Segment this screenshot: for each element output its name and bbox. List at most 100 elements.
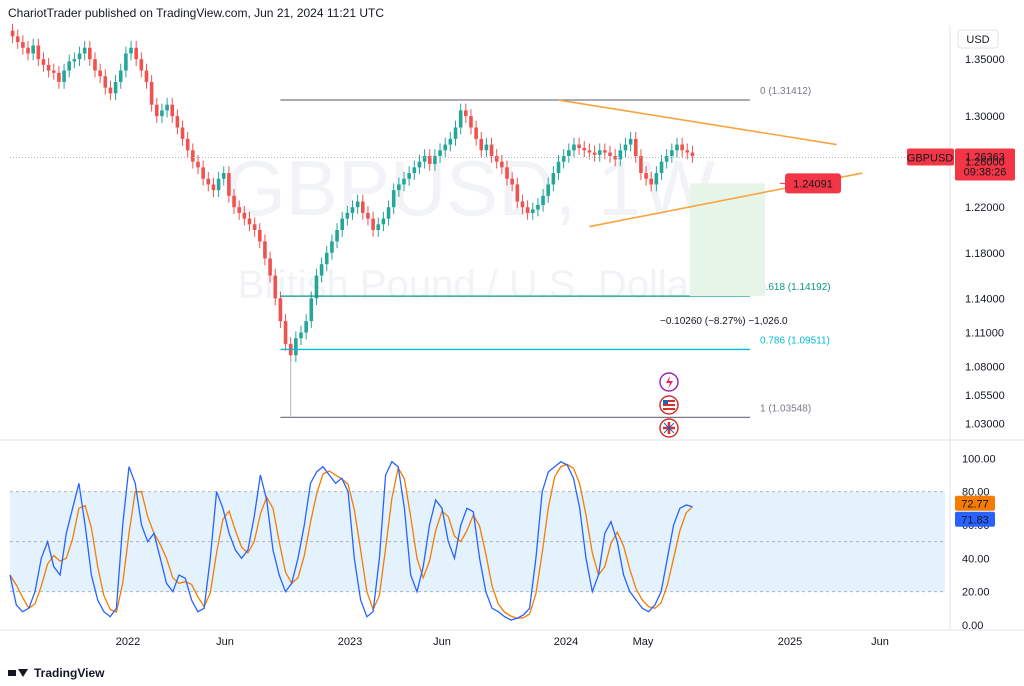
price-tick-label: 1.22000: [965, 202, 1005, 214]
candle-body: [294, 338, 298, 356]
candle-body: [26, 47, 30, 54]
candle-body: [407, 173, 411, 179]
candle-body: [443, 144, 448, 151]
candle-body: [201, 167, 205, 179]
currency-label: USD: [966, 34, 989, 46]
candle-body: [263, 241, 267, 259]
footer: TradingView: [8, 666, 104, 680]
candle-body: [546, 184, 551, 196]
candle-body: [402, 178, 406, 185]
price-tick-label: 1.14000: [965, 293, 1005, 305]
candle-body: [505, 167, 509, 179]
candle-body: [10, 30, 15, 37]
candle-body: [98, 70, 102, 77]
fib-level-label: 0.786 (1.09511): [760, 335, 830, 346]
candle-body: [633, 138, 638, 156]
candle-body: [417, 161, 422, 168]
fib-level-label: 1 (1.03548): [760, 403, 811, 414]
candle-body: [551, 173, 556, 185]
watermark-description: British Pound / U.S. Dollar: [238, 263, 703, 307]
candle-body: [278, 298, 283, 322]
candle-body: [93, 59, 97, 71]
price-tick-label: 1.26000: [965, 157, 1005, 169]
candle-body: [340, 218, 345, 230]
candle-body: [567, 150, 571, 156]
candle-body: [77, 53, 82, 60]
currency-box[interactable]: [957, 29, 999, 49]
candle-body: [422, 155, 427, 162]
candle-body: [335, 230, 339, 242]
candle-body: [175, 116, 180, 128]
candle-body: [314, 275, 319, 299]
candle-body: [433, 155, 437, 164]
candle-body: [608, 152, 612, 156]
candle-body: [664, 155, 669, 162]
candle-body: [345, 212, 350, 219]
stoch-d-value: 72.77: [961, 499, 989, 511]
candle-body: [654, 173, 659, 185]
earnings-event-icon[interactable]: [659, 372, 679, 392]
candle-body: [21, 42, 25, 48]
candle-body: [242, 212, 247, 219]
uk-flag-event-icon[interactable]: [659, 418, 679, 438]
candle-body: [659, 161, 664, 174]
candle-body: [185, 138, 190, 151]
candle-body: [57, 72, 61, 82]
candle-body: [489, 144, 494, 156]
candle-body: [247, 218, 252, 225]
candle-body: [500, 161, 504, 168]
time-tick-label: 2025: [778, 636, 802, 648]
candle-body: [397, 184, 401, 191]
time-tick-label: Jun: [433, 636, 451, 648]
candle-body: [427, 155, 432, 164]
candle-body: [592, 152, 597, 155]
symbol-label-box: [907, 148, 954, 166]
fib-level-label: 0 (1.31412): [760, 86, 811, 97]
candle-body: [154, 104, 159, 117]
candles-layer: [10, 23, 695, 363]
candle-body: [118, 70, 123, 82]
price-tick-label: 1.05500: [965, 390, 1005, 402]
candle-body: [170, 104, 175, 117]
candle-body: [639, 155, 643, 174]
measure-box: [690, 183, 765, 297]
price-tick-label: 1.35000: [965, 54, 1005, 66]
candle-body: [31, 45, 35, 54]
price-tick-label: 1.18000: [965, 248, 1005, 260]
target-label-box: [785, 173, 841, 194]
candle-body: [124, 53, 128, 71]
candle-body: [88, 47, 92, 60]
candle-body: [108, 87, 113, 94]
candle-body: [160, 110, 164, 117]
last-price-label: 1.26363: [965, 152, 1005, 164]
candle-body: [386, 207, 391, 219]
candle-body: [237, 207, 241, 213]
candle-body: [464, 110, 468, 117]
candle-body: [474, 127, 478, 139]
candle-body: [268, 258, 272, 276]
candle-body: [221, 173, 226, 179]
candle-body: [257, 230, 262, 242]
price-tick-label: 1.08000: [965, 362, 1005, 374]
stoch-tick-label: 0.00: [962, 620, 983, 632]
candle-body: [196, 161, 200, 168]
candle-body: [191, 150, 195, 162]
last-price-box: [955, 148, 1015, 181]
candle-body: [577, 144, 581, 148]
measure-text: −0.10260 (−8.27%) −1,026.0: [660, 316, 788, 327]
triangle-upper-trendline: [558, 99, 837, 146]
candle-body: [453, 127, 458, 139]
candle-body: [36, 45, 41, 60]
candle-body: [680, 144, 684, 151]
time-tick-label: 2022: [116, 636, 140, 648]
candle-body: [149, 81, 154, 105]
candle-body: [469, 116, 473, 128]
candle-body: [484, 144, 489, 151]
candle-body: [376, 224, 381, 230]
us-flag-event-icon[interactable]: [659, 395, 679, 415]
candle-body: [67, 61, 72, 71]
candle-body: [690, 152, 695, 156]
candle-body: [232, 195, 236, 208]
candle-body: [541, 195, 545, 205]
